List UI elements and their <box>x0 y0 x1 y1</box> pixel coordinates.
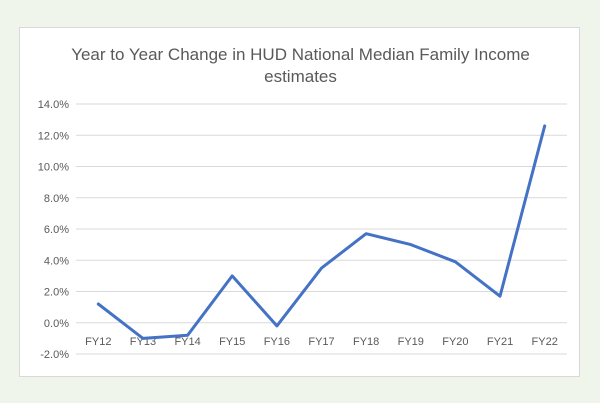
chart-title-line-1: Year to Year Change in HUD National Medi… <box>71 45 530 64</box>
y-tick-label: 0.0% <box>44 318 69 330</box>
x-tick-label: FY19 <box>398 336 424 348</box>
x-tick-label: FY18 <box>353 336 379 348</box>
y-tick-label: -2.0% <box>40 349 69 361</box>
y-tick-label: 8.0% <box>44 193 69 205</box>
x-tick-label: FY12 <box>85 336 111 348</box>
y-tick-label: 6.0% <box>44 224 69 236</box>
y-tick-label: 10.0% <box>38 162 69 174</box>
x-tick-label: FY21 <box>487 336 513 348</box>
x-tick-label: FY16 <box>264 336 290 348</box>
x-tick-label: FY15 <box>219 336 245 348</box>
line-chart: -2.0% 0.0% 2.0% 4.0% 6.0% 8.0% 10.0% 12.0% 14.0%… <box>38 99 567 361</box>
y-tick-label: 14.0% <box>38 99 69 111</box>
x-tick-label: FY14 <box>174 336 200 348</box>
series-line <box>96 124 547 340</box>
chart-title: Year to Year Change in HUD National Medi… <box>20 44 581 88</box>
x-tick-label: FY17 <box>308 336 334 348</box>
y-tick-label: 4.0% <box>44 255 69 267</box>
chart-card: Year to Year Change in HUD National Medi… <box>19 27 580 377</box>
chart-title-line-2: estimates <box>264 67 337 86</box>
y-tick-label: 12.0% <box>38 130 69 142</box>
y-tick-label: 2.0% <box>44 287 69 299</box>
x-tick-label: FY22 <box>532 336 558 348</box>
x-tick-label: FY20 <box>442 336 468 348</box>
